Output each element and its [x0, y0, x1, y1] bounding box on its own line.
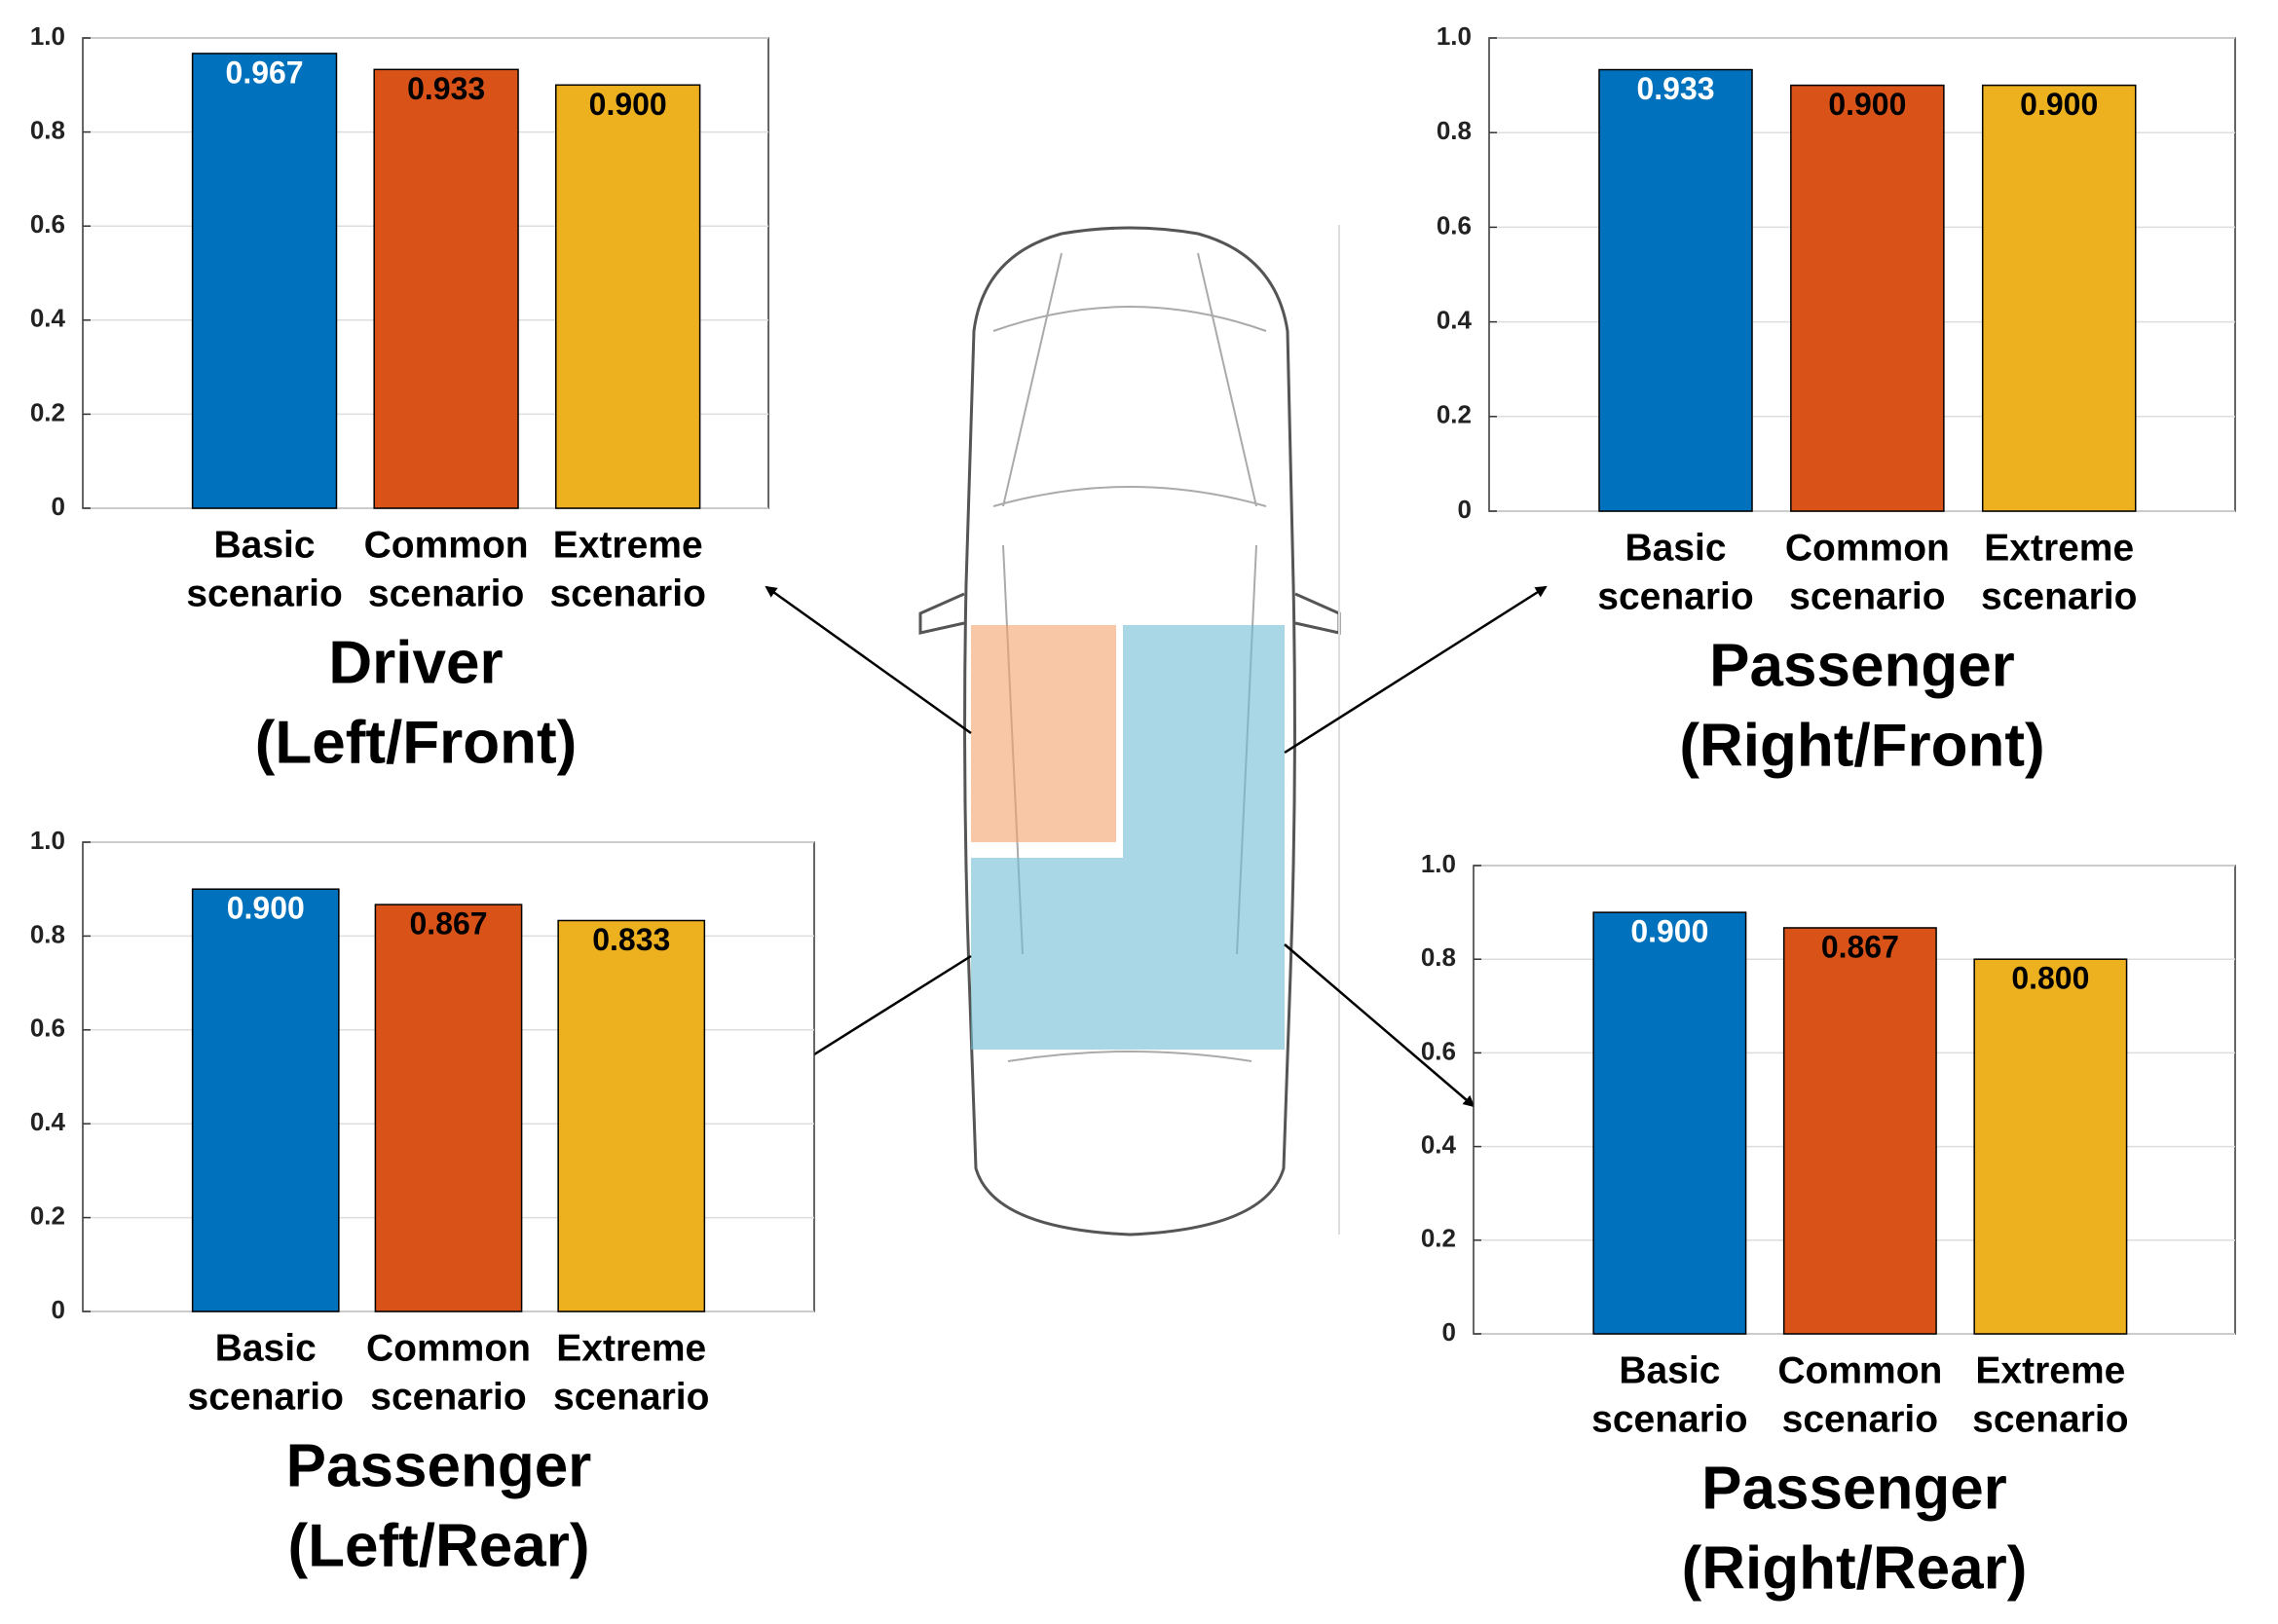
y-tick-label: 0.6 — [30, 209, 65, 239]
y-tick-label: 0 — [52, 1295, 65, 1324]
chart-title: Driver — [328, 629, 503, 696]
car-diagram — [765, 225, 1548, 1236]
bar — [557, 919, 706, 1312]
y-tick-label: 0.4 — [1421, 1129, 1457, 1159]
chart-title: Passenger — [1701, 1455, 2007, 1522]
y-tick-label: 1.0 — [1421, 849, 1456, 878]
value-label: 0.933 — [407, 71, 485, 106]
chart-title: (Right/Rear) — [1682, 1534, 2028, 1602]
x-tick-label: Basic — [1624, 527, 1726, 569]
y-tick-label: 0 — [52, 492, 65, 521]
value-label: 0.900 — [227, 891, 305, 926]
x-tick-label: scenario — [1597, 575, 1753, 617]
bar — [191, 53, 338, 509]
bar — [1592, 911, 1747, 1335]
chart-title: (Left/Front) — [255, 709, 578, 776]
y-tick-label: 0.8 — [30, 919, 65, 948]
x-tick-label: scenario — [1591, 1398, 1747, 1440]
x-tick-label: scenario — [186, 572, 342, 614]
y-tick-label: 0.4 — [30, 1107, 66, 1136]
x-tick-label: Basic — [1619, 1349, 1720, 1391]
value-label: 0.900 — [1828, 87, 1906, 122]
arrow — [1284, 943, 1475, 1108]
value-label: 0.933 — [1636, 71, 1714, 106]
front-passenger-zone — [1123, 625, 1285, 858]
bar — [374, 904, 523, 1312]
value-label: 0.800 — [2011, 961, 2089, 996]
x-tick-label: Common — [364, 524, 529, 566]
x-tick-label: scenario — [1972, 1398, 2128, 1440]
value-label: 0.900 — [589, 87, 667, 122]
y-tick-label: 0 — [1442, 1317, 1456, 1347]
x-tick-label: Basic — [215, 1327, 317, 1369]
x-tick-label: Common — [366, 1327, 531, 1369]
chart-title: (Right/Front) — [1679, 712, 2044, 779]
x-tick-label: Basic — [214, 524, 316, 566]
chart-title: Passenger — [286, 1432, 592, 1499]
value-label: 0.867 — [1821, 929, 1899, 964]
y-tick-label: 0.6 — [1437, 210, 1472, 240]
x-tick-label: scenario — [368, 572, 524, 614]
bar — [1790, 84, 1945, 512]
y-tick-label: 0.4 — [30, 304, 66, 333]
value-label: 0.900 — [1630, 914, 1708, 949]
bar — [191, 888, 340, 1312]
x-tick-label: Common — [1785, 527, 1950, 569]
y-tick-label: 0.4 — [1437, 305, 1473, 334]
x-tick-label: scenario — [370, 1376, 526, 1418]
y-tick-label: 0.2 — [1437, 400, 1472, 429]
bar — [1981, 84, 2137, 512]
x-tick-label: scenario — [553, 1376, 709, 1418]
y-tick-label: 1.0 — [30, 21, 65, 51]
y-tick-label: 0.2 — [30, 397, 65, 426]
y-tick-label: 0.2 — [1421, 1224, 1456, 1253]
y-tick-label: 0.2 — [30, 1200, 65, 1230]
x-tick-label: scenario — [188, 1376, 344, 1418]
y-tick-label: 0.6 — [1421, 1036, 1456, 1065]
value-label: 0.833 — [592, 922, 670, 957]
chart-title: Passenger — [1709, 632, 2015, 699]
x-tick-label: Common — [1777, 1349, 1942, 1391]
x-tick-label: scenario — [1789, 575, 1945, 617]
rear-passenger-zone — [971, 858, 1285, 1050]
y-tick-label: 1.0 — [30, 826, 65, 855]
bar — [1598, 68, 1753, 512]
x-tick-label: Extreme — [1984, 527, 2134, 569]
bar — [1782, 927, 1937, 1335]
x-tick-label: scenario — [1981, 575, 2137, 617]
arrow — [1284, 585, 1548, 755]
x-tick-label: Extreme — [556, 1327, 706, 1369]
bar — [555, 84, 701, 509]
x-tick-label: Extreme — [553, 524, 703, 566]
chart-title: (Left/Rear) — [287, 1512, 589, 1579]
x-tick-label: scenario — [549, 572, 705, 614]
driver-seat-zone — [971, 625, 1116, 842]
x-tick-label: Extreme — [1975, 1349, 2125, 1391]
y-tick-label: 0.8 — [1437, 116, 1472, 145]
arrow — [765, 585, 972, 735]
value-label: 0.900 — [2020, 87, 2098, 122]
y-tick-label: 0.8 — [30, 115, 65, 144]
y-tick-label: 0 — [1458, 495, 1472, 524]
x-tick-label: scenario — [1782, 1398, 1938, 1440]
arrow — [786, 954, 972, 1073]
value-label: 0.867 — [409, 906, 487, 941]
y-tick-label: 1.0 — [1437, 21, 1472, 51]
bar — [1973, 958, 2128, 1335]
bar — [373, 68, 519, 509]
y-tick-label: 0.8 — [1421, 942, 1456, 972]
y-tick-label: 0.6 — [30, 1014, 65, 1043]
value-label: 0.967 — [226, 55, 304, 90]
